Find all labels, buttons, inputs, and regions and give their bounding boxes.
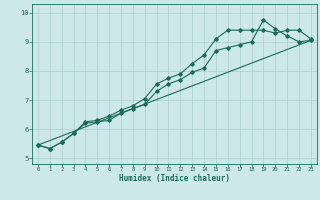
X-axis label: Humidex (Indice chaleur): Humidex (Indice chaleur) (119, 174, 230, 183)
